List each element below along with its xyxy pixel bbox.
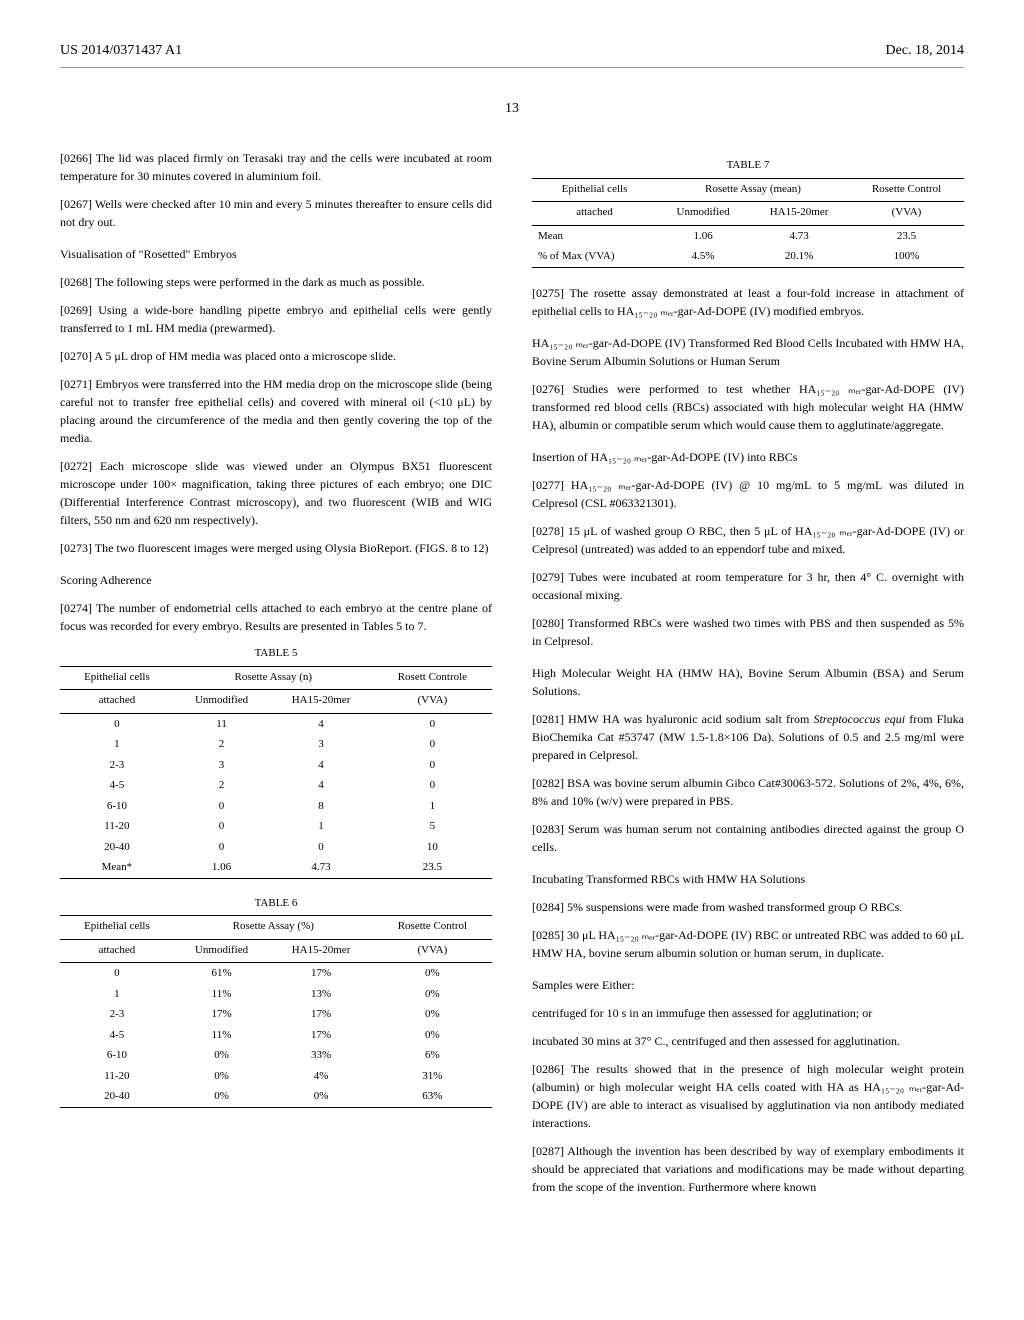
para-0277: [0277] HA₁₅₋₂₀ ₘₑᵣ-gar-Ad-DOPE (IV) @ 10…	[532, 476, 964, 512]
para-0282: [0282] BSA was bovine serum albumin Gibc…	[532, 774, 964, 810]
heading-samples: Samples were Either:	[532, 976, 964, 994]
t7-h1-c3: Rosette Control	[849, 178, 964, 202]
table-row: 20-400010	[60, 837, 492, 858]
table-6: TABLE 6 Epithelial cells Rosette Assay (…	[60, 895, 492, 1108]
table-row: 111%13%0%	[60, 984, 492, 1005]
heading-incubating: Incubating Transformed RBCs with HMW HA …	[532, 870, 964, 888]
t5-h1-c2: Rosette Assay (n)	[174, 666, 373, 690]
table-row: 11-200%4%31%	[60, 1066, 492, 1087]
para-0286: [0286] The results showed that in the pr…	[532, 1060, 964, 1132]
para-0281: [0281] HMW HA was hyaluronic acid sodium…	[532, 710, 964, 764]
content-columns: [0266] The lid was placed firmly on Tera…	[60, 149, 964, 1206]
table-row: 2-3340	[60, 755, 492, 776]
species-name: Streptococcus equi	[813, 712, 905, 726]
t7-h2-c4: (VVA)	[849, 202, 964, 226]
table-row: 6-10081	[60, 796, 492, 817]
para-0285: [0285] 30 μL HA₁₅₋₂₀ ₘₑᵣ-gar-Ad-DOPE (IV…	[532, 926, 964, 962]
t6-h1-c3: Rosette Control	[373, 916, 492, 940]
table-row: 2-317%17%0%	[60, 1004, 492, 1025]
table-row: Mean*1.064.7323.5	[60, 857, 492, 878]
t6-h2-c3: HA15-20mer	[269, 939, 373, 963]
para-0270: [0270] A 5 μL drop of HM media was place…	[60, 347, 492, 365]
heading-visualisation: Visualisation of "Rosetted" Embryos	[60, 245, 492, 263]
para-0279: [0279] Tubes were incubated at room temp…	[532, 568, 964, 604]
page-header: US 2014/0371437 A1 Dec. 18, 2014	[60, 40, 964, 68]
para-centrif2: incubated 30 mins at 37° C., centrifuged…	[532, 1032, 964, 1050]
para-0267: [0267] Wells were checked after 10 min a…	[60, 195, 492, 231]
table-7: TABLE 7 Epithelial cells Rosette Assay (…	[532, 157, 964, 268]
heading-hmw-bsa: High Molecular Weight HA (HMW HA), Bovin…	[532, 664, 964, 700]
t5-h2-c3: HA15-20mer	[269, 690, 373, 714]
para-0272: [0272] Each microscope slide was viewed …	[60, 457, 492, 529]
heading-scoring: Scoring Adherence	[60, 571, 492, 589]
para-0278: [0278] 15 μL of washed group O RBC, then…	[532, 522, 964, 558]
para-0273: [0273] The two fluorescent images were m…	[60, 539, 492, 557]
table-5-caption: TABLE 5	[60, 645, 492, 662]
t6-h2-c4: (VVA)	[373, 939, 492, 963]
page-number: 13	[60, 98, 964, 119]
t6-h1-c1: Epithelial cells	[60, 916, 174, 940]
publication-date: Dec. 18, 2014	[885, 40, 964, 61]
t7-h2-c1: attached	[532, 202, 657, 226]
para-0266: [0266] The lid was placed firmly on Tera…	[60, 149, 492, 185]
para-0280: [0280] Transformed RBCs were washed two …	[532, 614, 964, 650]
para-0283: [0283] Serum was human serum not contain…	[532, 820, 964, 856]
t6-h2-c2: Unmodified	[174, 939, 269, 963]
table-row: 01140	[60, 713, 492, 734]
table-7-caption: TABLE 7	[532, 157, 964, 174]
t5-h1-c3: Rosett Controle	[373, 666, 492, 690]
table-row: 061%17%0%	[60, 963, 492, 984]
table-row: 4-511%17%0%	[60, 1025, 492, 1046]
para-0276: [0276] Studies were performed to test wh…	[532, 380, 964, 434]
t6-h1-c2: Rosette Assay (%)	[174, 916, 373, 940]
t5-h2-c1: attached	[60, 690, 174, 714]
table-row: 4-5240	[60, 775, 492, 796]
para-0268: [0268] The following steps were performe…	[60, 273, 492, 291]
t5-h2-c2: Unmodified	[174, 690, 269, 714]
para-0275: [0275] The rosette assay demonstrated at…	[532, 284, 964, 320]
table-row: 1230	[60, 734, 492, 755]
table-6-caption: TABLE 6	[60, 895, 492, 912]
heading-transformed-rbc: HA₁₅₋₂₀ ₘₑᵣ-gar-Ad-DOPE (IV) Transformed…	[532, 334, 964, 370]
heading-insertion: Insertion of HA₁₅₋₂₀ ₘₑᵣ-gar-Ad-DOPE (IV…	[532, 448, 964, 466]
table-row: 20-400%0%63%	[60, 1086, 492, 1107]
para-0269: [0269] Using a wide-bore handling pipett…	[60, 301, 492, 337]
publication-number: US 2014/0371437 A1	[60, 40, 182, 61]
table-row: 11-20015	[60, 816, 492, 837]
para-0274: [0274] The number of endometrial cells a…	[60, 599, 492, 635]
t7-h1-c2: Rosette Assay (mean)	[657, 178, 849, 202]
para-0284: [0284] 5% suspensions were made from was…	[532, 898, 964, 916]
t5-h2-c4: (VVA)	[373, 690, 492, 714]
t7-h2-c3: HA15-20mer	[749, 202, 849, 226]
right-column: TABLE 7 Epithelial cells Rosette Assay (…	[532, 149, 964, 1206]
left-column: [0266] The lid was placed firmly on Tera…	[60, 149, 492, 1206]
table-row: 6-100%33%6%	[60, 1045, 492, 1066]
t6-h2-c1: attached	[60, 939, 174, 963]
t5-h1-c1: Epithelial cells	[60, 666, 174, 690]
table-row: Mean1.064.7323.5	[532, 225, 964, 246]
t7-h1-c1: Epithelial cells	[532, 178, 657, 202]
para-0271: [0271] Embryos were transferred into the…	[60, 375, 492, 447]
para-0287: [0287] Although the invention has been d…	[532, 1142, 964, 1196]
table-5: TABLE 5 Epithelial cells Rosette Assay (…	[60, 645, 492, 879]
para-centrif1: centrifuged for 10 s in an immufuge then…	[532, 1004, 964, 1022]
t7-h2-c2: Unmodified	[657, 202, 749, 226]
table-row: % of Max (VVA)4.5%20.1%100%	[532, 246, 964, 267]
